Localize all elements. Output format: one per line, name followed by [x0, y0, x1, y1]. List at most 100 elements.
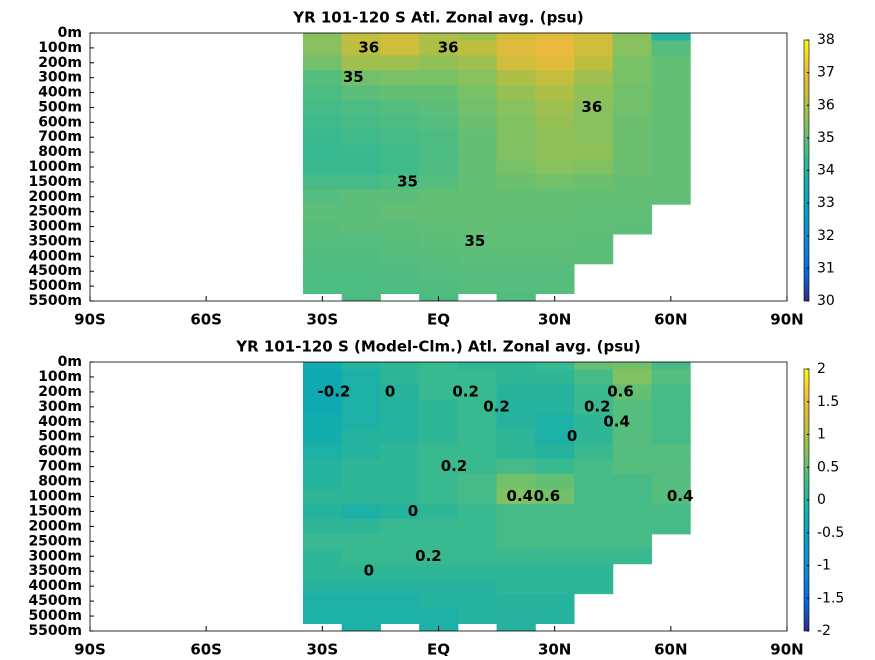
heatmap-cell [380, 100, 420, 116]
y-tick-label: 600m [38, 444, 82, 460]
heatmap-cell [651, 399, 691, 415]
contour-label: 0 [385, 382, 395, 400]
heatmap-cell [380, 33, 420, 41]
heatmap-cell [380, 129, 420, 146]
heatmap-cell [651, 33, 691, 41]
heatmap-cell [496, 518, 536, 535]
heatmap-cell [341, 369, 381, 385]
heatmap-cell [496, 70, 536, 86]
heatmap-cell [419, 489, 459, 505]
heatmap-cell [496, 384, 536, 400]
heatmap-cell [535, 278, 575, 295]
contour-label: 0.2 [415, 547, 442, 565]
contour-label: 0.2 [584, 397, 611, 415]
heatmap-cell [535, 189, 575, 205]
heatmap-cell [302, 248, 343, 265]
heatmap-cell [341, 40, 381, 56]
heatmap-cell [535, 144, 575, 161]
heatmap-cell [535, 100, 575, 116]
contour-label: 36 [581, 98, 602, 116]
heatmap-cell [419, 85, 459, 101]
heatmap-cell [535, 563, 575, 580]
x-tick-label: 60S [190, 641, 222, 657]
heatmap-cell [419, 278, 459, 295]
contour-label: 0.6 [534, 487, 561, 505]
heatmap-cell [457, 369, 498, 385]
heatmap-cell [535, 474, 575, 490]
y-tick-label: 2500m [28, 204, 82, 220]
y-tick-label: 3000m [28, 219, 82, 235]
heatmap-cell [612, 444, 652, 460]
contour-label: 35 [397, 172, 418, 190]
heatmap-cell [302, 33, 343, 41]
heatmap-cell [496, 204, 536, 220]
heatmap-cell [574, 399, 614, 415]
y-tick-label: 3500m [28, 563, 82, 579]
heatmap-cell [535, 204, 575, 220]
heatmap-cell [380, 444, 420, 460]
chart-title: YR 101-120 S Atl. Zonal avg. (psu) [292, 9, 584, 27]
heatmap-cell [457, 129, 498, 146]
x-tick-label: 30S [306, 641, 338, 657]
heatmap-cell [302, 219, 343, 235]
heatmap-cell [574, 129, 614, 146]
x-tick-label: 30N [538, 311, 571, 329]
heatmap-cell [419, 114, 459, 131]
y-tick-label: 1500m [28, 503, 82, 519]
heatmap-cell [302, 40, 343, 56]
heatmap-cell [380, 114, 420, 131]
heatmap-cell [341, 518, 381, 535]
heatmap-cell [535, 219, 575, 235]
heatmap-cell [612, 159, 652, 175]
heatmap-cell [574, 384, 614, 400]
x-tick-label: 90S [74, 641, 106, 657]
heatmap-cell [535, 33, 575, 41]
heatmap-cell [574, 474, 614, 490]
heatmap-cell [380, 159, 420, 175]
contour-label: 0.4 [507, 487, 534, 505]
colorbar-tick-label: 2 [817, 361, 826, 377]
heatmap-cell [457, 40, 498, 56]
heatmap-cell [651, 474, 691, 490]
heatmap-cell [341, 578, 381, 595]
heatmap-cell [419, 608, 459, 625]
y-tick-label: 700m [38, 459, 82, 475]
heatmap-cell [457, 100, 498, 116]
heatmap-cell [612, 533, 652, 550]
heatmap-cell [341, 384, 381, 400]
heatmap-cell [535, 444, 575, 460]
heatmap-cell [419, 593, 459, 610]
heatmap-cell [302, 189, 343, 205]
heatmap-cell [612, 70, 652, 86]
heatmap-cell [341, 100, 381, 116]
x-tick-label: 90N [770, 311, 803, 329]
x-tick-label: 30S [306, 311, 338, 329]
heatmap-cell [380, 429, 420, 445]
heatmap-cell [302, 100, 343, 116]
heatmap-cell [496, 459, 536, 475]
heatmap-cell [419, 362, 459, 370]
heatmap-cell [496, 159, 536, 175]
heatmap-cell [302, 114, 343, 131]
heatmap-cell [574, 489, 614, 505]
heatmap-cell [612, 489, 652, 505]
heatmap-cell [302, 384, 343, 400]
heatmap-cell [341, 293, 381, 301]
colorbar-tick-label: -2 [817, 623, 831, 639]
heatmap-cell [612, 362, 652, 370]
colorbar-tick-label: 38 [817, 32, 835, 48]
y-tick-label: 4500m [28, 263, 82, 279]
heatmap-cell [496, 219, 536, 235]
heatmap-cell [419, 129, 459, 146]
colorbar-tick-label: -1.5 [817, 590, 844, 606]
heatmap-cell [496, 429, 536, 445]
colorbar-tick-label: 35 [817, 130, 835, 146]
heatmap-cell [612, 429, 652, 445]
heatmap-cell [302, 474, 343, 490]
heatmap-cell [574, 40, 614, 56]
heatmap-cell [496, 444, 536, 460]
heatmap-cell [302, 85, 343, 101]
contour-label: 0.2 [452, 382, 479, 400]
y-tick-label: 200m [38, 55, 82, 71]
heatmap-cell [302, 489, 343, 505]
